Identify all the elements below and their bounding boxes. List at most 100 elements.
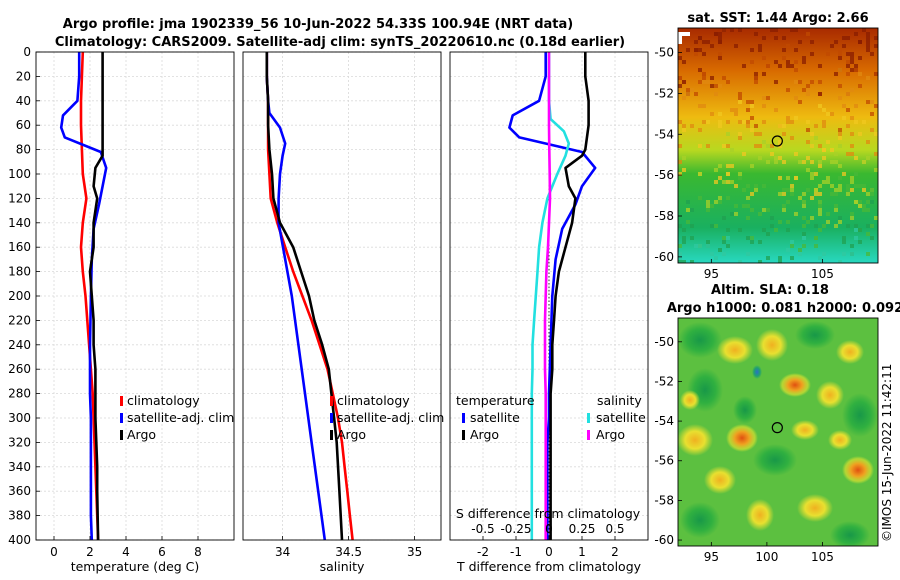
sst-pixel [838, 136, 842, 140]
sst-pixel [866, 44, 870, 48]
sst-pixel [806, 168, 810, 172]
sst-pixel [718, 196, 722, 200]
sst-pixel [750, 100, 754, 104]
sst-pixel [722, 252, 726, 256]
sst-texture [678, 28, 878, 263]
sst-pixel [850, 88, 854, 92]
sst-pixel [798, 248, 802, 252]
sst-pixel [738, 92, 742, 96]
sst-pixel [718, 36, 722, 40]
sst-pixel [810, 132, 814, 136]
sst-pixel [698, 172, 702, 176]
sst-pixel [842, 240, 846, 244]
sst-pixel [746, 204, 750, 208]
sst-pixel [766, 64, 770, 68]
sst-pixel [778, 220, 782, 224]
sst-pixel [714, 256, 718, 260]
y-tick-label: 220 [8, 313, 31, 327]
sst-pixel [778, 260, 782, 263]
sst-pixel [762, 228, 766, 232]
sst-pixel [870, 188, 874, 192]
sst-pixel [718, 120, 722, 124]
sst-pixel [686, 220, 690, 224]
sst-pixel [718, 248, 722, 252]
sst-pixel [846, 124, 850, 128]
sst-pixel [774, 36, 778, 40]
sst-pixel [766, 160, 770, 164]
sst-pixel [682, 260, 686, 263]
sst-pixel [866, 156, 870, 160]
sst-pixel [842, 236, 846, 240]
sst-pixel [742, 64, 746, 68]
sst-pixel [846, 184, 850, 188]
sst-pixel [838, 176, 842, 180]
sst-pixel [818, 204, 822, 208]
sst-pixel [750, 240, 754, 244]
sst-pixel [838, 84, 842, 88]
sst-pixel [850, 212, 854, 216]
sst-pixel [694, 92, 698, 96]
sst-pixel [854, 224, 858, 228]
sst-pixel [846, 108, 850, 112]
sst-pixel [798, 196, 802, 200]
sst-pixel [870, 100, 874, 104]
sst-pixel [770, 216, 774, 220]
sst-pixel [734, 212, 738, 216]
sst-pixel [814, 188, 818, 192]
sst-pixel [754, 124, 758, 128]
sst-pixel [698, 128, 702, 132]
sst-pixel [706, 240, 710, 244]
sst-pixel [730, 148, 734, 152]
sst-pixel [738, 100, 742, 104]
sla-eddy [828, 430, 852, 450]
top-tick-label: -0.5 [471, 522, 494, 536]
sst-pixel [782, 192, 786, 196]
y-tick-label: 240 [8, 338, 31, 352]
sst-pixel [826, 220, 830, 224]
sst-pixel [850, 144, 854, 148]
sst-pixel [838, 216, 842, 220]
sst-pixel [862, 120, 866, 124]
sst-pixel [786, 248, 790, 252]
sst-pixel [798, 100, 802, 104]
sst-pixel [790, 120, 794, 124]
sst-pixel [866, 76, 870, 80]
lat-tick-label: -52 [654, 86, 674, 100]
salinity-difference-label: S difference from climatology [456, 506, 641, 521]
sst-pixel [866, 224, 870, 228]
sst-pixel [718, 164, 722, 168]
sst-pixel [826, 112, 830, 116]
salinity-x-label: salinity [320, 559, 365, 574]
difference-panel: -2 -1 0 1 2 -0.5 -0.25 0 0.25 0.5 S difference f… [449, 51, 649, 574]
salinity-panel: 34 34.5 35 salinity climatology satellite-… [242, 51, 444, 574]
sst-pixel [782, 48, 786, 52]
sst-pixel [750, 128, 754, 132]
sst-pixel [710, 44, 714, 48]
x-tick-label: 2 [86, 545, 94, 559]
salinity-x-ticks: 34 34.5 35 [275, 536, 422, 559]
sst-pixel [730, 180, 734, 184]
sst-pixel [754, 76, 758, 80]
top-tick-label: -0.25 [500, 522, 531, 536]
sst-pixel [794, 152, 798, 156]
sst-pixel [798, 252, 802, 256]
sst-pixel [710, 204, 714, 208]
series-line-s-argo [543, 52, 552, 540]
sst-pixel [742, 188, 746, 192]
lat-tick-label: -50 [654, 335, 674, 349]
sst-pixel [778, 156, 782, 160]
legend-swatch-satellite [330, 413, 333, 423]
sst-pixel [778, 140, 782, 144]
y-tick-label: 300 [8, 411, 31, 425]
sst-pixel [678, 84, 682, 88]
sst-pixel [750, 164, 754, 168]
sst-pixel [786, 120, 790, 124]
sst-pixel [682, 80, 686, 84]
sst-pixel [706, 200, 710, 204]
sst-pixel [758, 48, 762, 52]
sst-pixel [762, 104, 766, 108]
sst-pixel [778, 176, 782, 180]
sst-pixel [866, 100, 870, 104]
sla-eddy [678, 322, 722, 358]
